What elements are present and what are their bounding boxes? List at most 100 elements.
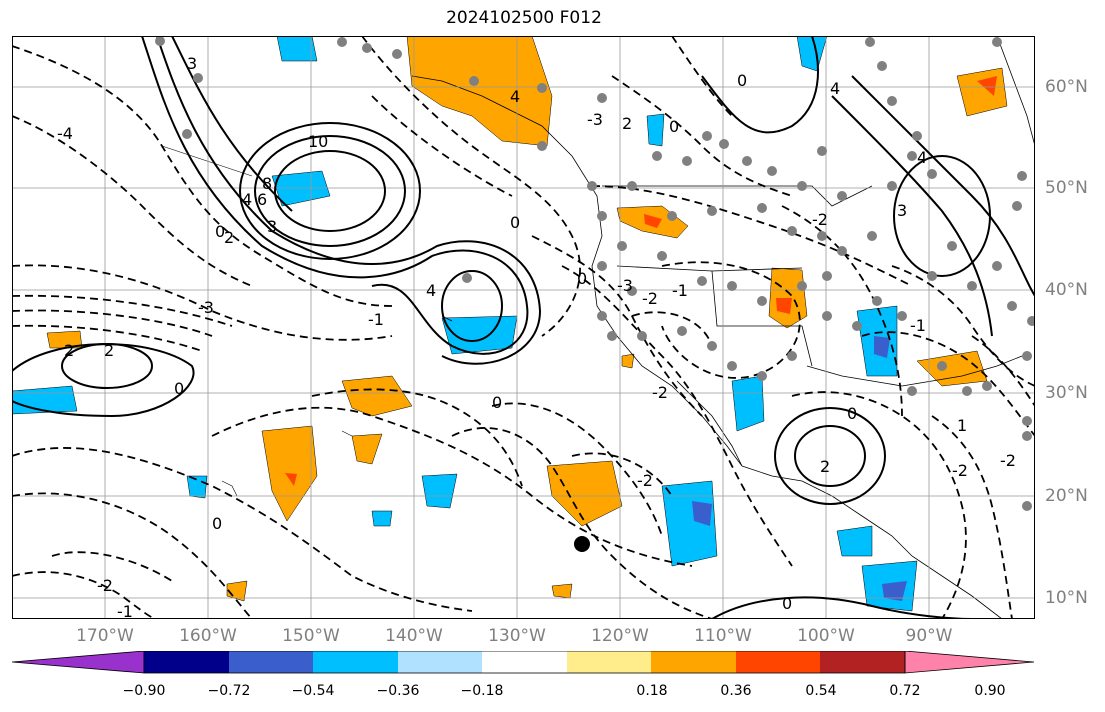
colorbar-segment — [567, 651, 651, 673]
contour-label: 0 — [510, 213, 520, 232]
center-marker — [574, 536, 590, 552]
coastlines — [411, 36, 1035, 619]
contour-label: -1 — [117, 602, 133, 619]
colorbar-segment — [651, 651, 736, 673]
shade-neg-small-3 — [646, 113, 665, 147]
shade-neg-aleutian — [271, 170, 331, 207]
contour-label: 2 — [104, 341, 114, 360]
contour-label: -3 — [617, 276, 633, 295]
lat-label: 40°N — [1045, 280, 1088, 300]
lon-label: 90°W — [905, 626, 953, 646]
colorbar — [12, 651, 1035, 674]
contour-label: -1 — [910, 316, 926, 335]
plot-title: 2024102500 F012 — [446, 8, 602, 28]
shade-neg-top-1 — [276, 36, 318, 62]
colorbar-tick-label: −0.72 — [207, 683, 251, 699]
contour-label: -2 — [652, 383, 668, 402]
contour-label: 1 — [957, 416, 967, 435]
colorbar-segment — [144, 651, 229, 673]
shade-east-1-core — [977, 76, 997, 96]
shade-neg-small-1 — [186, 475, 208, 499]
contour-label: 2 — [820, 457, 830, 476]
lon-label: 140°W — [385, 626, 443, 646]
contour-label: 3 — [897, 201, 907, 220]
positive-shading — [46, 36, 1008, 602]
lon-label: 100°W — [797, 626, 855, 646]
colorbar-extend-high — [904, 651, 1035, 674]
shade-neg-small-2 — [371, 510, 393, 527]
colorbar-segment — [736, 651, 820, 673]
shade-alaska — [406, 36, 553, 147]
shade-pacific-b — [341, 375, 413, 417]
colorbar-segment — [229, 651, 313, 673]
contour-label: 4 — [242, 190, 252, 209]
shade-pacific-a-core — [285, 473, 297, 486]
contour-label: 0 — [212, 514, 222, 533]
lat-label: 50°N — [1045, 178, 1088, 198]
colorbar-tick-label: −0.18 — [460, 683, 504, 699]
contour-label: -2 — [97, 576, 113, 595]
contour-label: -2 — [637, 471, 653, 490]
colorbar-extend-low — [12, 651, 145, 674]
contour-label: 0 — [847, 404, 857, 423]
lon-label: 110°W — [694, 626, 752, 646]
lat-label: 10°N — [1045, 588, 1088, 608]
positive-contours — [12, 36, 1035, 619]
lon-label: 160°W — [179, 626, 237, 646]
contour-label: 2 — [622, 114, 632, 133]
contour-label: 0 — [174, 379, 184, 398]
contour-label: -2 — [812, 210, 828, 229]
shade-montana-core — [644, 214, 662, 228]
colorbar-tick-label: 0.36 — [720, 683, 752, 699]
lat-label: 20°N — [1045, 486, 1088, 506]
colorbar-tick-label: −0.90 — [122, 683, 166, 699]
shade-neg-eastpac-core — [692, 501, 712, 526]
colorbar-tick-label: −0.54 — [291, 683, 335, 699]
contour-label: 2 — [64, 341, 74, 360]
lon-label: 170°W — [76, 626, 134, 646]
colorbar-segment — [313, 651, 398, 673]
contour-label: 6 — [257, 190, 267, 209]
contour-label: 4 — [426, 281, 436, 300]
contour-label: 0 — [215, 222, 225, 241]
contour-label: -4 — [57, 124, 73, 143]
stations — [155, 36, 1035, 511]
lon-label: 120°W — [591, 626, 649, 646]
contour-label: 10 — [308, 132, 328, 151]
lon-label: 150°W — [282, 626, 340, 646]
shade-east-1 — [956, 67, 1008, 117]
shade-neg-texas-core — [874, 336, 890, 358]
shade-neg-gulf — [836, 525, 873, 557]
island-coasts — [161, 145, 353, 497]
shade-neg-mexico — [731, 375, 765, 432]
shade-neg-top-2 — [796, 36, 828, 72]
shade-pacific-c — [351, 433, 383, 465]
lat-label: 60°N — [1045, 77, 1088, 97]
contour-label: 0 — [492, 393, 502, 412]
contour-label: -1 — [368, 310, 384, 329]
contour-label: -2 — [1000, 451, 1016, 470]
shade-neg-central-am-core — [882, 581, 907, 601]
colorbar-segment — [482, 651, 567, 673]
colorbar-tick-label: 0.72 — [889, 683, 921, 699]
shade-neg-eastpac — [661, 480, 718, 567]
colorbar-segment — [820, 651, 905, 673]
contour-label: 4 — [830, 79, 840, 98]
contour-label: -3 — [198, 298, 214, 317]
shade-gulf — [916, 350, 988, 387]
shade-pacific-d — [546, 460, 623, 527]
colorbar-tick-label: 0.90 — [974, 683, 1006, 699]
shade-colorado-core — [776, 298, 792, 314]
contour-label: -3 — [587, 110, 603, 129]
colorbar-tick-label: 0.54 — [805, 683, 837, 699]
shade-neg-hawaii — [421, 473, 458, 509]
map-panel: 10 8 6 4 3 2 0 4 -3 -1 2 2 0 0 0 0 -2 -1… — [12, 36, 1035, 619]
shade-neg-pacific — [441, 315, 518, 355]
lon-label: 130°W — [488, 626, 546, 646]
contour-label: 3 — [187, 54, 197, 73]
colorbar-tick-label: −0.36 — [376, 683, 420, 699]
contour-label: 3 — [267, 217, 277, 236]
contour-label: 0 — [577, 269, 587, 288]
colorbar-tick-label: 0.18 — [636, 683, 668, 699]
negative-contours — [12, 36, 1035, 619]
